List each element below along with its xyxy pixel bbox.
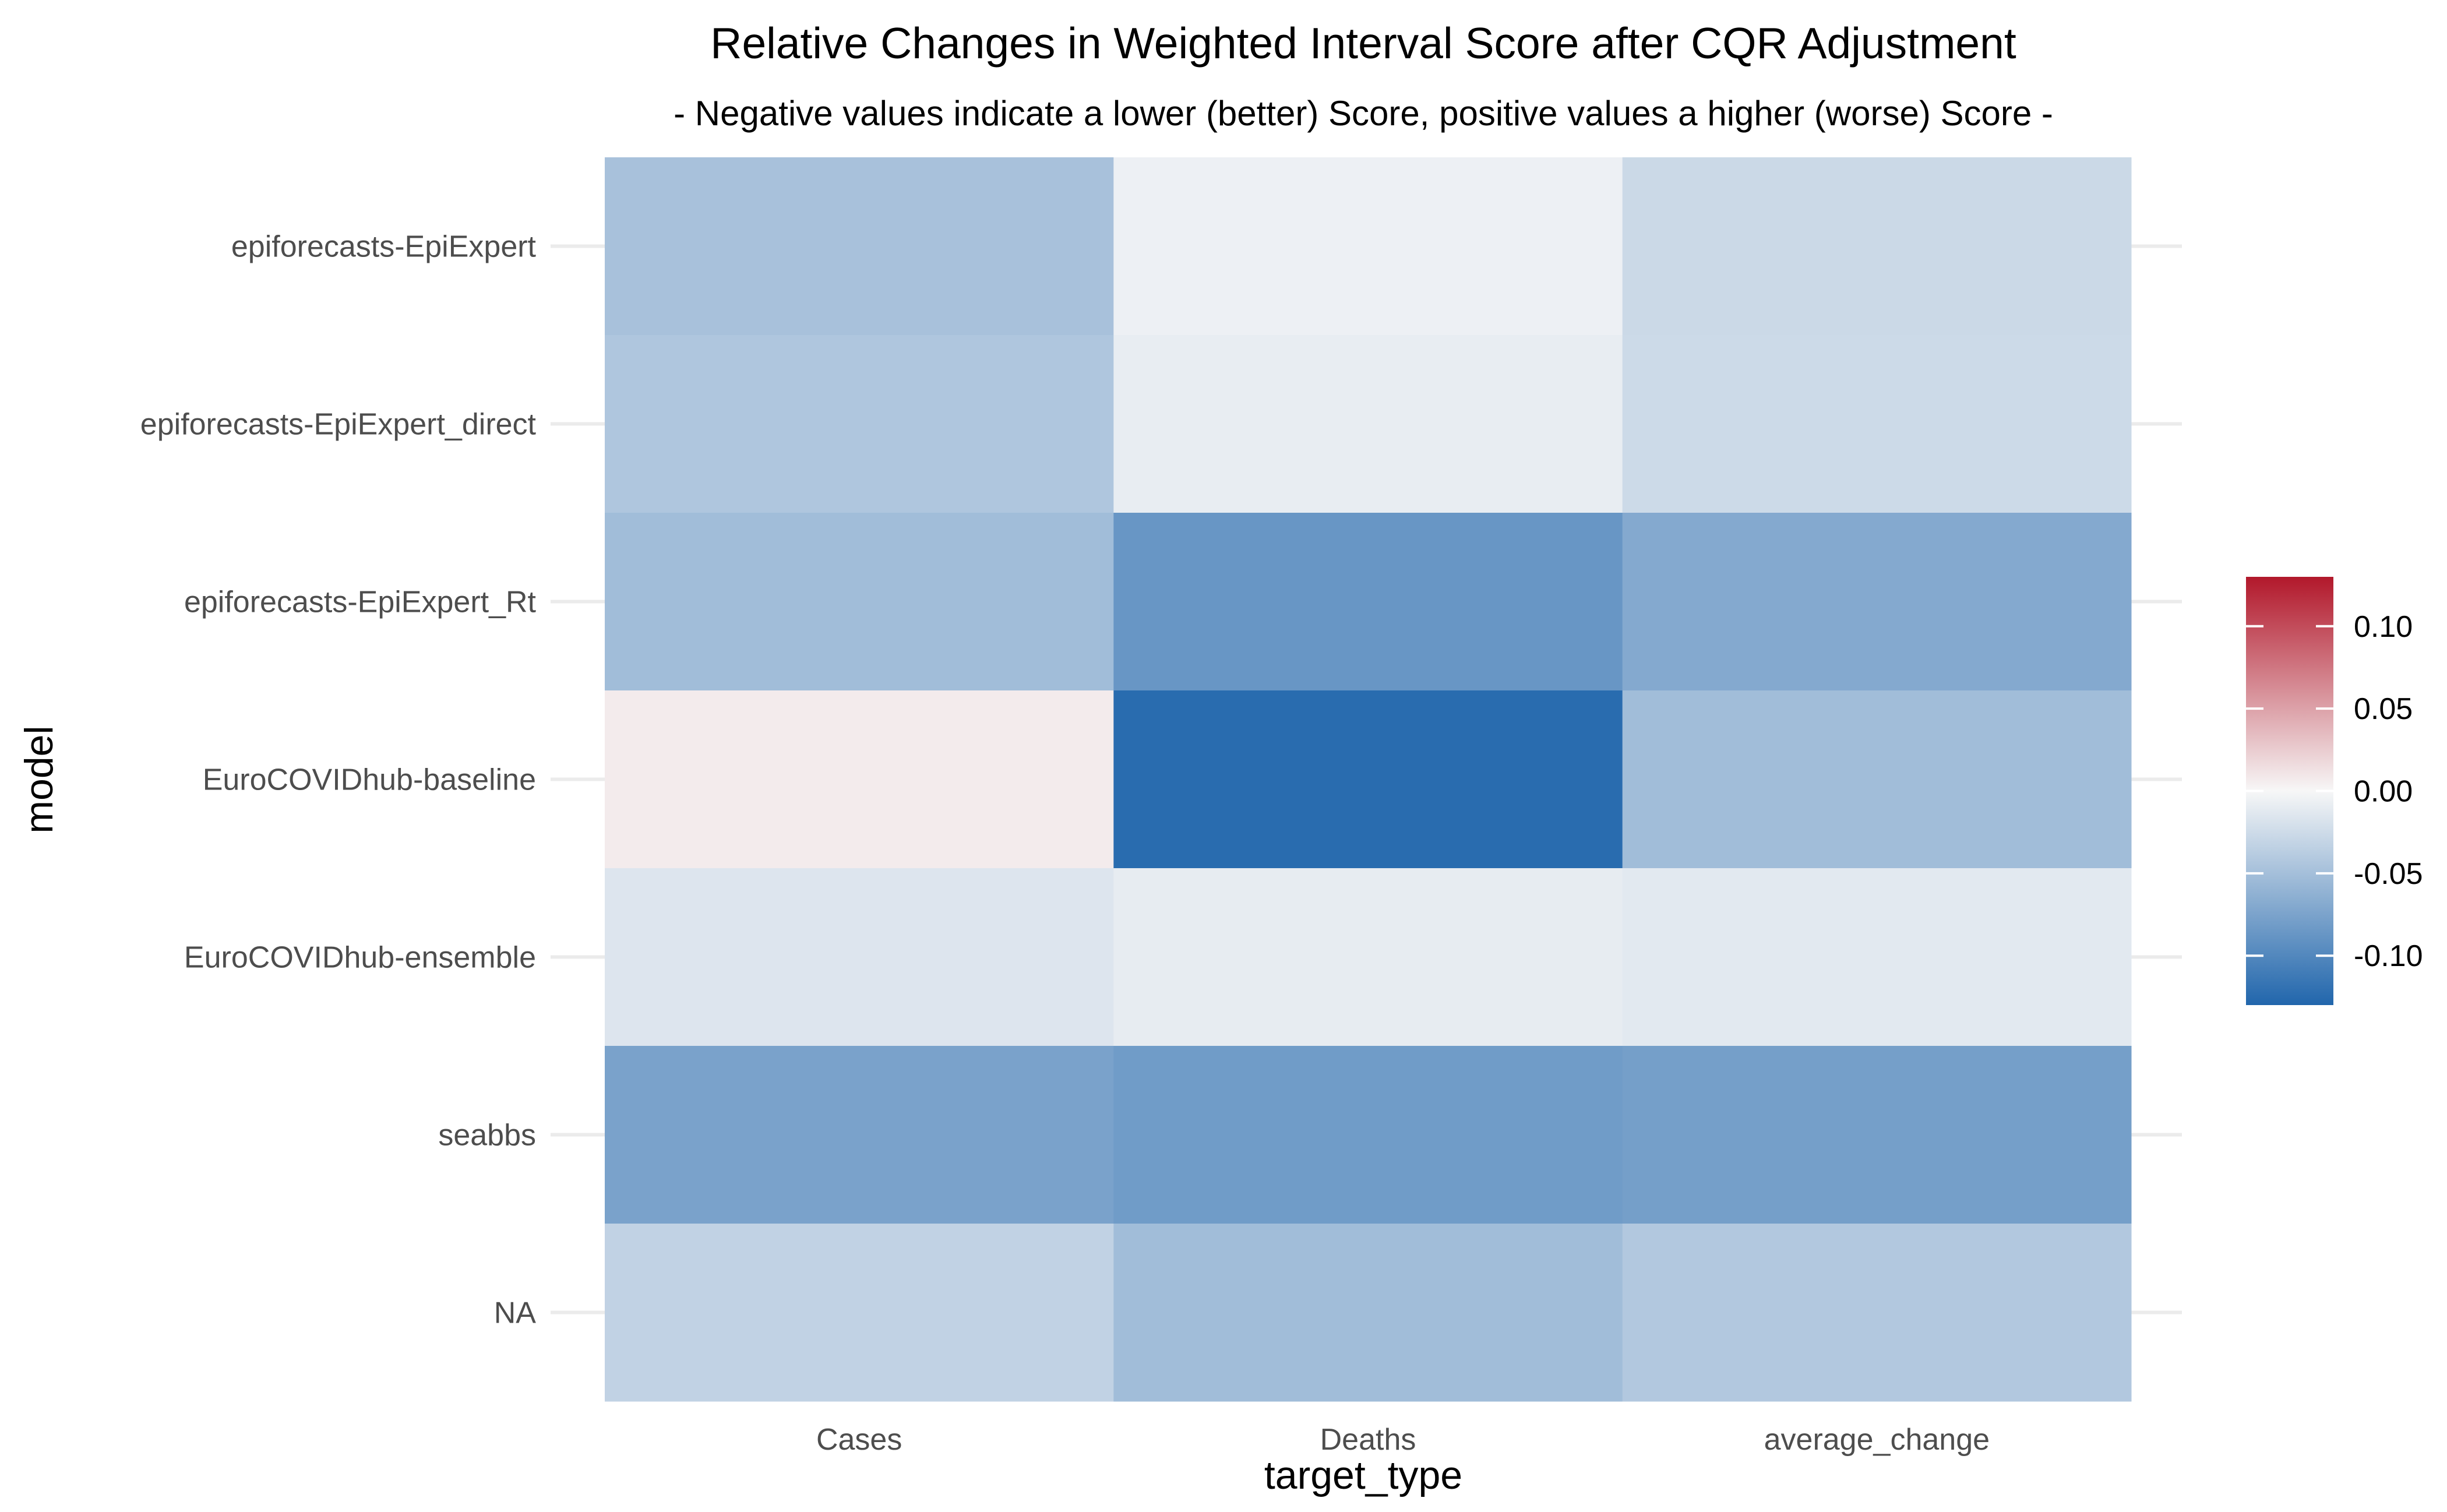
heatmap-cell — [605, 690, 1114, 869]
heatmap-cell — [605, 1046, 1114, 1224]
legend-tick-label: 0.00 — [2354, 775, 2413, 809]
chart-title: Relative Changes in Weighted Interval Sc… — [710, 19, 2016, 68]
legend-tick-label: 0.10 — [2354, 610, 2413, 644]
y-tick-label: EuroCOVIDhub-ensemble — [184, 941, 536, 975]
y-tick-label: epiforecasts-EpiExpert_Rt — [184, 586, 537, 619]
heatmap-cell — [1622, 157, 2132, 336]
heatmap-cell — [1622, 690, 2132, 869]
heatmap-cell — [605, 513, 1114, 691]
heatmap-cell — [1113, 1046, 1623, 1224]
color-legend: 0.10 0.05 0.00 -0.05 -0.10 — [2246, 577, 2423, 1005]
heatmap-cell — [1113, 1224, 1623, 1402]
y-tick-label: seabbs — [438, 1119, 536, 1152]
y-tick-label: epiforecasts-EpiExpert_direct — [140, 408, 537, 442]
heatmap-cell — [605, 1224, 1114, 1402]
heatmap-cell — [1113, 690, 1623, 869]
heatmap-cell — [1622, 868, 2132, 1046]
chart-subtitle: - Negative values indicate a lower (bett… — [674, 94, 2053, 133]
x-tick-label: Cases — [816, 1423, 902, 1457]
y-tick-label: NA — [494, 1296, 537, 1330]
legend-tick-label: 0.05 — [2354, 692, 2413, 726]
x-axis-tick-labels: Cases Deaths average_change — [816, 1423, 1990, 1457]
heatmap-cells — [605, 157, 2132, 1402]
heatmap-cell — [605, 157, 1114, 336]
legend-tick-label: -0.10 — [2354, 939, 2423, 973]
heatmap-cell — [1113, 157, 1623, 336]
legend-tick-label: -0.05 — [2354, 857, 2423, 891]
y-axis-title: model — [17, 725, 61, 833]
heatmap-cell — [605, 335, 1114, 513]
heatmap-cell — [1622, 1046, 2132, 1224]
y-axis-tick-labels: epiforecasts-EpiExpert epiforecasts-EpiEx… — [140, 230, 537, 1330]
y-tick-label: epiforecasts-EpiExpert — [231, 230, 537, 264]
heatmap-cell — [1113, 513, 1623, 691]
heatmap-cell — [1113, 868, 1623, 1046]
heatmap-cell — [1113, 335, 1623, 513]
heatmap-cell — [1622, 335, 2132, 513]
x-tick-label: average_change — [1764, 1423, 1990, 1457]
heatmap-cell — [1622, 1224, 2132, 1402]
heatmap-cell — [1622, 513, 2132, 691]
y-tick-label: EuroCOVIDhub-baseline — [203, 763, 536, 797]
x-axis-title: target_type — [1264, 1453, 1462, 1497]
heatmap-cell — [605, 868, 1114, 1046]
x-tick-label: Deaths — [1320, 1423, 1416, 1457]
